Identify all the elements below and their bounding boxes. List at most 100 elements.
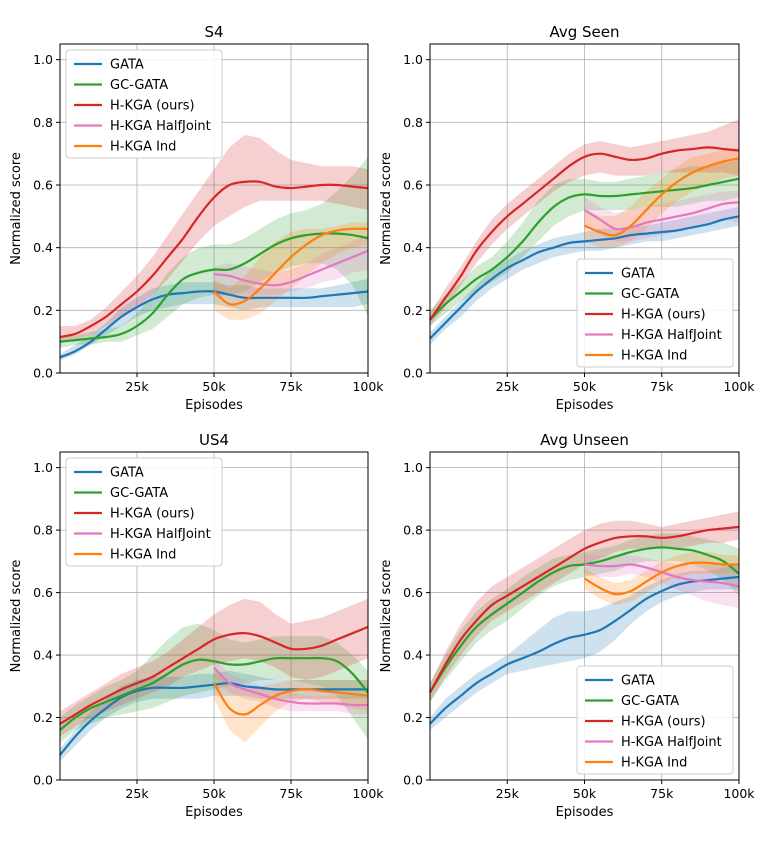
- x-axis-label: Episodes: [185, 805, 243, 820]
- line-h-kga-ours: [429, 146, 740, 321]
- band-h-kga-ind: [584, 552, 739, 606]
- legend-label-h-kga-ind: H-KGA Ind: [110, 548, 176, 563]
- line-gata: [429, 575, 740, 725]
- band-gc-gata: [430, 159, 739, 326]
- y-tick-label: 0.0: [33, 366, 53, 381]
- line-h-kga-ours: [429, 525, 740, 694]
- band-h-kga-halfjoint: [214, 658, 368, 715]
- y-tick-label: 1.0: [33, 52, 53, 67]
- line-h-kga-ind: [583, 561, 740, 596]
- legend-label-gc-gata: GC-GATA: [621, 694, 679, 709]
- band-gata: [430, 206, 739, 345]
- y-tick-label: 0.4: [33, 240, 53, 255]
- legend-label-h-kga-ours: H-KGA (ours): [110, 99, 195, 114]
- band-gc-gata: [60, 623, 368, 743]
- legend-label-h-kga-ours: H-KGA (ours): [621, 715, 706, 730]
- y-tick-label: 0.6: [33, 178, 53, 193]
- legend-label-h-kga-halfjoint: H-KGA HalfJoint: [110, 527, 211, 542]
- legend: GATA GC-GATA H-KGA (ours) H-KGA HalfJoint H-…: [576, 258, 734, 368]
- line-h-kga-ours: [59, 625, 369, 725]
- y-axis-label: Normalized score: [9, 560, 24, 673]
- y-axis-label: Normalized score: [379, 560, 394, 673]
- y-tick-label: 0.8: [33, 523, 53, 538]
- line-h-kga-ours: [59, 180, 369, 339]
- line-h-kga-ind: [213, 682, 369, 716]
- band-gc-gata: [430, 533, 739, 702]
- band-h-kga-ind: [214, 667, 368, 743]
- x-tick-label: 100k: [723, 786, 755, 801]
- legend-label-h-kga-halfjoint: H-KGA HalfJoint: [621, 735, 722, 750]
- band-h-kga-ours: [430, 119, 739, 326]
- panel-us4: 25k 50k 75k 100k 0.0 0.2 0.4 0.6 0.8 1.0 US4 Episod…: [9, 431, 384, 820]
- band-h-kga-halfjoint: [584, 555, 739, 609]
- chart-title: US4: [199, 431, 229, 449]
- legend-label-h-kga-halfjoint: H-KGA HalfJoint: [110, 119, 211, 134]
- band-h-kga-ours: [60, 598, 368, 737]
- band-gc-gata: [60, 156, 368, 348]
- y-tick-label: 0.0: [403, 773, 423, 788]
- x-axis-label: Episodes: [556, 805, 614, 820]
- x-tick-label: 50k: [202, 786, 226, 801]
- panel-avg-seen: 25k 50k 75k 100k 0.0 0.2 0.4 0.6 0.8 1.0 Avg Seen E…: [379, 23, 755, 413]
- x-tick-label: 75k: [650, 786, 674, 801]
- legend: GATA GC-GATA H-KGA (ours) H-KGA HalfJoint H-…: [65, 49, 223, 159]
- legend-label-h-kga-ind: H-KGA Ind: [110, 140, 176, 155]
- line-gc-gata: [429, 177, 740, 321]
- x-tick-label: 50k: [573, 379, 597, 394]
- line-gc-gata: [59, 656, 369, 731]
- y-tick-label: 0.0: [403, 366, 423, 381]
- y-tick-label: 0.2: [403, 710, 423, 725]
- x-tick-label: 25k: [125, 786, 149, 801]
- line-h-kga-halfjoint: [213, 666, 369, 707]
- chart-title: Avg Unseen: [540, 431, 629, 449]
- x-tick-label: 25k: [496, 379, 520, 394]
- y-tick-label: 0.2: [403, 303, 423, 318]
- x-tick-label: 75k: [650, 379, 674, 394]
- legend-box: [65, 457, 223, 567]
- chart-title: Avg Seen: [549, 23, 619, 41]
- legend-label-gata: GATA: [621, 267, 655, 282]
- legend-box: [65, 49, 223, 159]
- y-tick-label: 0.6: [403, 178, 423, 193]
- legend-label-h-kga-ours: H-KGA (ours): [110, 507, 195, 522]
- y-tick-label: 0.6: [33, 585, 53, 600]
- line-gata: [429, 215, 740, 340]
- legend-label-h-kga-ours: H-KGA (ours): [621, 308, 706, 323]
- x-tick-label: 50k: [573, 786, 597, 801]
- x-tick-label: 75k: [279, 379, 303, 394]
- band-gata: [60, 279, 368, 361]
- panel-s4: 25k 50k 75k 100k 0.0 0.2 0.4 0.6 0.8 1.0 S4 Episode…: [9, 23, 384, 413]
- line-h-kga-halfjoint: [583, 201, 740, 231]
- legend-box: [576, 665, 734, 775]
- legend-label-h-kga-ind: H-KGA Ind: [621, 349, 687, 364]
- line-h-kga-ind: [213, 227, 369, 306]
- line-h-kga-halfjoint: [213, 249, 369, 287]
- x-tick-label: 50k: [202, 379, 226, 394]
- legend-label-gc-gata: GC-GATA: [110, 486, 168, 501]
- legend-label-gc-gata: GC-GATA: [621, 287, 679, 302]
- y-tick-label: 1.0: [403, 460, 423, 475]
- x-tick-label: 75k: [279, 786, 303, 801]
- line-gc-gata: [59, 232, 369, 343]
- x-tick-label: 100k: [352, 379, 384, 394]
- y-tick-label: 0.6: [403, 585, 423, 600]
- legend-label-gata: GATA: [110, 58, 144, 73]
- y-axis-label: Normalized score: [379, 152, 394, 265]
- legend-label-h-kga-ind: H-KGA Ind: [621, 756, 687, 771]
- x-axis-label: Episodes: [556, 398, 614, 413]
- y-tick-label: 0.4: [33, 648, 53, 663]
- y-tick-label: 0.8: [403, 115, 423, 130]
- panel-avg-unseen: 25k 50k 75k 100k 0.0 0.2 0.4 0.6 0.8 1.0 Avg Unsee…: [379, 431, 755, 820]
- y-tick-label: 1.0: [33, 460, 53, 475]
- y-tick-label: 0.2: [33, 303, 53, 318]
- y-tick-label: 0.8: [33, 115, 53, 130]
- x-tick-label: 25k: [496, 786, 520, 801]
- legend-label-gata: GATA: [621, 674, 655, 689]
- line-h-kga-ind: [584, 157, 740, 237]
- x-tick-label: 25k: [125, 379, 149, 394]
- band-gata: [430, 564, 739, 730]
- y-tick-label: 0.4: [403, 648, 423, 663]
- y-tick-label: 0.2: [33, 710, 53, 725]
- chart-title: S4: [204, 23, 223, 41]
